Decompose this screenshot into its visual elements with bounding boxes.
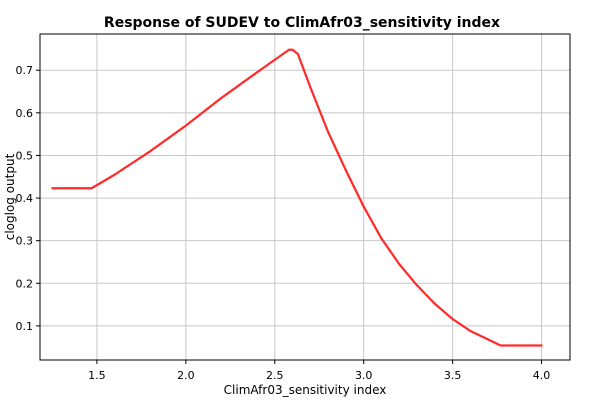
x-axis-label: ClimAfr03_sensitivity index bbox=[224, 383, 387, 397]
data-point bbox=[416, 284, 419, 287]
data-point bbox=[344, 169, 347, 172]
grid bbox=[40, 34, 570, 360]
y-tick-label: 0.6 bbox=[16, 107, 34, 120]
data-point bbox=[51, 187, 54, 190]
data-point bbox=[469, 330, 472, 333]
data-point bbox=[380, 237, 383, 240]
y-tick-label: 0.2 bbox=[16, 277, 34, 290]
data-point bbox=[184, 124, 187, 127]
chart-title: Response of SUDEV to ClimAfr03_sensitivi… bbox=[104, 15, 500, 31]
x-tick-label: 3.0 bbox=[355, 369, 373, 382]
data-point bbox=[487, 338, 490, 341]
data-point bbox=[296, 53, 299, 56]
data-point bbox=[327, 131, 330, 134]
x-tick-label: 1.5 bbox=[88, 369, 106, 382]
data-point bbox=[362, 205, 365, 208]
data-point bbox=[149, 150, 152, 153]
data-point bbox=[113, 173, 116, 176]
y-axis-ticks: 0.1 0.2 0.3 0.4 0.5 0.6 0.7 bbox=[16, 64, 40, 333]
x-tick-label: 2.0 bbox=[177, 369, 195, 382]
x-tick-label: 4.0 bbox=[533, 369, 551, 382]
y-tick-label: 0.7 bbox=[16, 64, 34, 77]
data-point bbox=[398, 263, 401, 266]
y-tick-label: 0.1 bbox=[16, 320, 34, 333]
data-point bbox=[309, 86, 312, 89]
data-point bbox=[499, 344, 502, 347]
data-point bbox=[90, 187, 93, 190]
data-point bbox=[540, 344, 543, 347]
y-axis-label: cloglog output bbox=[3, 153, 17, 240]
plot-area-frame bbox=[39, 33, 571, 361]
data-point bbox=[433, 302, 436, 305]
y-tick-label: 0.4 bbox=[16, 192, 34, 205]
series-layer bbox=[51, 48, 543, 347]
data-point bbox=[255, 71, 258, 74]
y-tick-label: 0.5 bbox=[16, 149, 34, 162]
data-point bbox=[451, 318, 454, 321]
x-tick-label: 2.5 bbox=[266, 369, 284, 382]
data-point bbox=[220, 96, 223, 99]
data-point bbox=[291, 48, 294, 51]
x-tick-label: 3.5 bbox=[444, 369, 462, 382]
data-point bbox=[287, 48, 290, 51]
x-axis-ticks: 1.5 2.0 2.5 3.0 3.5 4.0 bbox=[88, 360, 550, 382]
y-tick-label: 0.3 bbox=[16, 235, 34, 248]
